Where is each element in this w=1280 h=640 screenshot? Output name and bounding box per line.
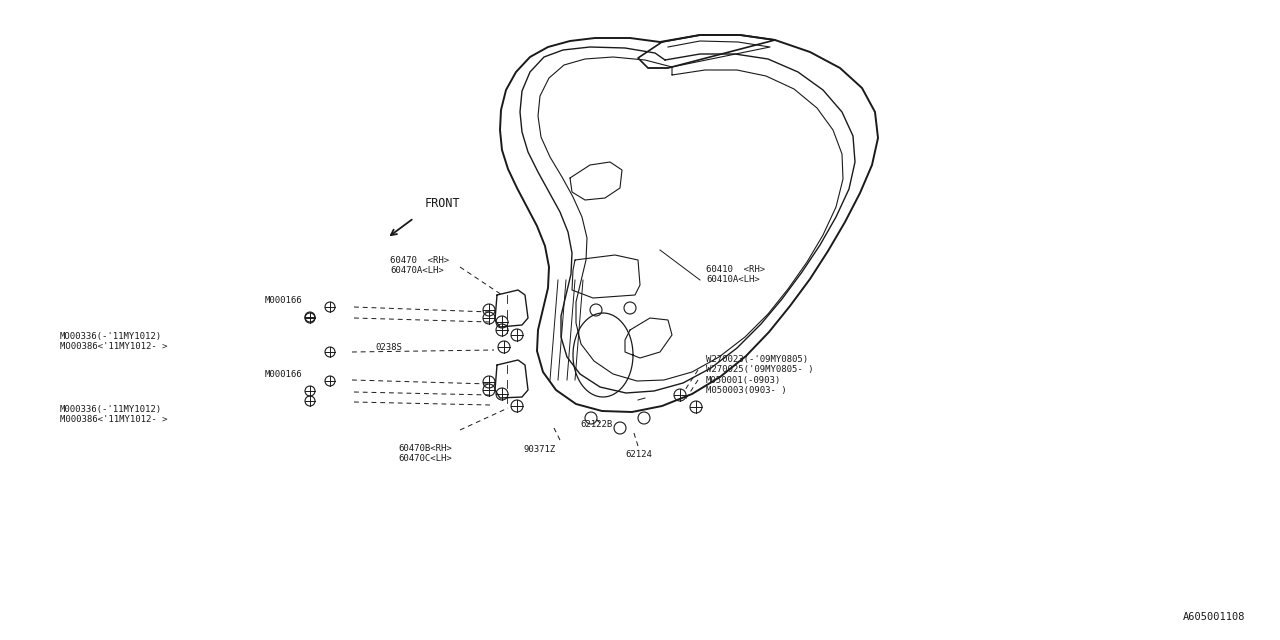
Text: 60470B<RH>
60470C<LH>: 60470B<RH> 60470C<LH> <box>398 444 452 463</box>
Text: MO00336(-'11MY1012)
MO00386<'11MY1012- >: MO00336(-'11MY1012) MO00386<'11MY1012- > <box>60 332 168 351</box>
Text: 60410  <RH>
60410A<LH>: 60410 <RH> 60410A<LH> <box>707 265 765 284</box>
Text: A605001108: A605001108 <box>1183 612 1245 622</box>
Text: W270023(-'09MY0805)
W270025('09MY0805- )
M050001(-0903)
M050003(0903- ): W270023(-'09MY0805) W270025('09MY0805- )… <box>707 355 814 395</box>
Text: 62122B: 62122B <box>580 420 612 429</box>
Text: 62124: 62124 <box>625 450 652 459</box>
Text: 60470  <RH>
60470A<LH>: 60470 <RH> 60470A<LH> <box>390 256 449 275</box>
Text: M000336(-'11MY1012)
M000386<'11MY1012- >: M000336(-'11MY1012) M000386<'11MY1012- > <box>60 405 168 424</box>
Text: FRONT: FRONT <box>425 197 461 210</box>
Text: M000166: M000166 <box>265 296 302 305</box>
Text: 0238S: 0238S <box>375 343 402 352</box>
Text: M000166: M000166 <box>265 370 302 379</box>
Text: 90371Z: 90371Z <box>524 445 556 454</box>
